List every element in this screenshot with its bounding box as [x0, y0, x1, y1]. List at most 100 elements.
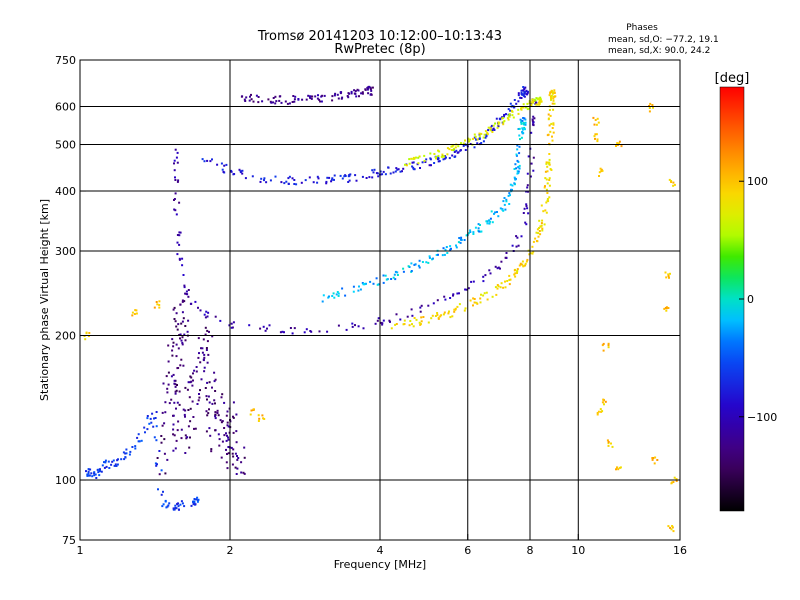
echo-point	[518, 145, 521, 148]
echo-point	[610, 442, 612, 445]
echo-point	[433, 162, 436, 164]
echo-point	[312, 181, 315, 184]
echo-point	[314, 95, 317, 98]
echo-point	[334, 92, 337, 95]
echo-point	[240, 471, 243, 474]
echo-point	[464, 149, 467, 151]
echo-point	[437, 160, 440, 163]
echo-point	[546, 165, 549, 168]
echo-point	[291, 101, 294, 103]
echo-point	[527, 212, 530, 215]
echo-point	[526, 258, 529, 261]
echo-point	[545, 178, 548, 181]
echo-point	[179, 333, 182, 336]
echo-point	[477, 223, 480, 226]
echo-point	[486, 222, 489, 225]
echo-point	[546, 182, 549, 185]
echo-point	[530, 162, 533, 165]
echo-point	[607, 441, 610, 443]
echo-point	[455, 246, 458, 249]
echo-point	[668, 276, 670, 279]
echo-point	[443, 311, 446, 314]
echo-point	[86, 474, 89, 477]
echo-point	[187, 425, 190, 428]
echo-point	[354, 90, 357, 93]
echo-point	[178, 231, 181, 234]
echo-point	[198, 393, 200, 395]
echo-point	[479, 297, 482, 300]
echo-point	[208, 408, 210, 411]
echo-point	[183, 284, 186, 287]
echo-point	[469, 138, 472, 141]
echo-point	[285, 180, 288, 183]
echo-point	[452, 149, 455, 152]
echo-point	[436, 158, 439, 161]
echo-point	[508, 113, 511, 116]
echo-point	[180, 500, 183, 503]
echo-point	[424, 161, 427, 163]
echo-point	[648, 107, 651, 109]
echo-point	[504, 208, 507, 211]
echo-point	[283, 331, 285, 334]
echo-point	[511, 188, 513, 191]
echo-point	[521, 260, 524, 263]
echo-point	[124, 452, 127, 455]
echo-point	[499, 118, 502, 121]
echo-point	[436, 312, 439, 314]
echo-point	[521, 128, 524, 131]
echo-point	[467, 287, 470, 290]
echo-point	[172, 345, 175, 348]
echo-point	[227, 425, 230, 428]
echo-point	[427, 304, 430, 307]
echo-point	[187, 409, 190, 411]
echo-point	[120, 458, 123, 461]
echo-point	[598, 175, 600, 177]
echo-point	[218, 444, 221, 447]
echo-point	[487, 126, 490, 129]
echo-point	[511, 114, 514, 117]
echo-point	[465, 234, 468, 237]
echo-point	[502, 200, 505, 203]
echo-point	[494, 286, 497, 289]
echo-point	[192, 416, 195, 418]
echo-point	[522, 103, 525, 106]
echo-point	[191, 384, 194, 387]
echo-point	[162, 490, 164, 493]
echo-point	[599, 408, 602, 411]
echo-point	[175, 439, 178, 442]
echo-point	[534, 99, 537, 102]
echo-point	[201, 347, 204, 350]
echo-point	[444, 298, 447, 301]
echo-point	[524, 221, 527, 224]
echo-point	[175, 355, 178, 358]
echo-point	[98, 474, 101, 477]
echo-point	[176, 234, 179, 236]
echo-point	[524, 123, 527, 126]
echo-point	[189, 381, 192, 384]
echo-point	[184, 339, 187, 342]
echo-point	[310, 330, 313, 333]
echo-point	[205, 310, 208, 313]
echo-point	[283, 182, 286, 185]
echo-point	[116, 459, 119, 462]
echo-point	[517, 166, 520, 168]
echo-point	[232, 448, 235, 451]
echo-point	[443, 155, 446, 157]
echo-point	[175, 156, 178, 159]
echo-point	[173, 434, 176, 437]
echo-point	[667, 525, 670, 528]
echo-point	[228, 324, 231, 327]
echo-point	[480, 132, 483, 135]
echo-point	[525, 203, 528, 206]
echo-point	[513, 106, 516, 109]
echo-point	[529, 252, 532, 255]
echo-point	[250, 93, 252, 96]
echo-point	[490, 210, 493, 213]
x-axis-ticks: 1 2 4 6 8 10 16	[77, 534, 687, 557]
echo-point	[259, 327, 262, 330]
echo-point	[491, 129, 494, 132]
echo-point	[548, 162, 551, 165]
echo-point	[280, 101, 283, 104]
echo-point	[480, 293, 482, 296]
echo-point	[194, 300, 197, 303]
